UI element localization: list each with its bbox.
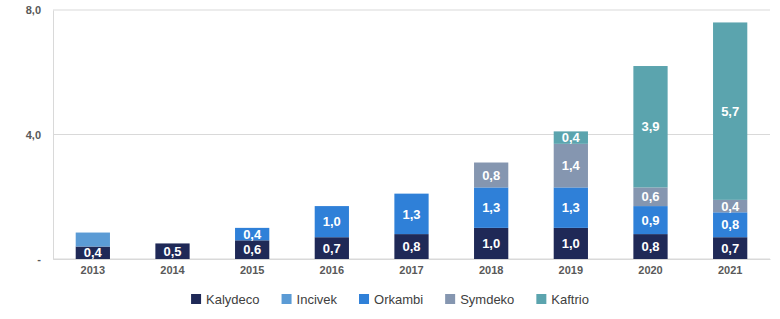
data-label: 5,7 xyxy=(721,104,739,119)
data-label: 1,3 xyxy=(562,200,580,215)
legend-label: Kaftrio xyxy=(551,292,589,307)
bar-segment xyxy=(554,144,588,188)
legend-item: Symdeko xyxy=(445,292,514,307)
legend-label: Orkambi xyxy=(374,292,423,307)
bar-segment xyxy=(713,237,747,259)
x-tick-label: 2014 xyxy=(160,264,185,276)
x-tick-label: 2019 xyxy=(559,264,583,276)
data-label: 0,8 xyxy=(641,239,659,254)
data-label: 0,4 xyxy=(243,227,262,242)
bar-segment xyxy=(315,206,349,237)
x-tick-label: 2020 xyxy=(638,264,662,276)
x-tick: 2017 xyxy=(399,259,423,276)
bar-segment xyxy=(474,187,508,227)
data-label: 0,7 xyxy=(721,241,739,256)
bar-segment xyxy=(713,22,747,199)
legend-label: Kalydeco xyxy=(206,292,259,307)
x-axis: 2013 2014 2015 2016 2017 2018 2019 2020 2021 xyxy=(54,259,771,276)
legend-item: Orkambi xyxy=(359,292,423,307)
legend-swatch xyxy=(445,294,455,304)
data-label: 0,8 xyxy=(402,239,420,254)
bar-segment xyxy=(155,243,189,259)
data-label: 1,3 xyxy=(402,207,420,222)
legend-swatch xyxy=(359,294,369,304)
y-axis: - 4,0 8,0 xyxy=(26,4,54,265)
legend-label: Incivek xyxy=(297,292,338,307)
bar-segment xyxy=(394,234,428,259)
y-tick: - xyxy=(37,253,53,265)
y-tick-label: 8,0 xyxy=(26,4,41,16)
bar-segment xyxy=(633,187,667,206)
data-label: 0,4 xyxy=(721,199,740,214)
data-label: 0,9 xyxy=(641,213,659,228)
x-tick: 2020 xyxy=(638,259,662,276)
x-tick-label: 2018 xyxy=(479,264,503,276)
bar-segment xyxy=(554,228,588,259)
y-tick-label: 4,0 xyxy=(26,129,41,141)
bars xyxy=(76,22,748,259)
data-labels: 0,4 0,5 0,6 0,7 0,8 1,0 1,0 0,8 0,7 0,4 1,0 1,3 1,3 1… xyxy=(84,104,740,261)
legend-swatch xyxy=(191,294,201,304)
x-tick: 2018 xyxy=(479,259,503,276)
legend-swatch xyxy=(536,294,546,304)
bar-segment xyxy=(76,233,110,247)
bar-segment xyxy=(315,237,349,259)
grid-line xyxy=(53,10,770,11)
x-tick: 2014 xyxy=(160,259,185,276)
bar-segment xyxy=(633,66,667,187)
x-tick-label: 2017 xyxy=(399,264,423,276)
x-tick-label: 2021 xyxy=(718,264,742,276)
data-label: 0,8 xyxy=(721,217,739,232)
data-label: 0,7 xyxy=(323,241,341,256)
x-tick: 2021 xyxy=(718,259,742,276)
bar-segment xyxy=(713,212,747,237)
legend-item: Incivek xyxy=(282,292,338,307)
bar-segment xyxy=(474,163,508,188)
bar-segment xyxy=(474,228,508,259)
x-tick-label: 2013 xyxy=(81,264,105,276)
data-label: 0,5 xyxy=(163,244,181,259)
y-tick: 8,0 xyxy=(26,4,53,16)
data-label: 1,0 xyxy=(482,236,500,251)
x-tick-label: 2015 xyxy=(240,264,264,276)
x-tick: 2013 xyxy=(81,259,105,276)
data-label: 0,6 xyxy=(641,189,659,204)
bar-segment xyxy=(633,234,667,259)
y-tick-label: - xyxy=(37,253,41,265)
data-label: 0,8 xyxy=(482,168,500,183)
data-label: 1,0 xyxy=(562,236,580,251)
data-label: 0,4 xyxy=(562,130,581,145)
data-label: 1,4 xyxy=(562,158,581,173)
data-label: 3,9 xyxy=(641,119,659,134)
y-axis-line xyxy=(53,11,54,260)
x-tick: 2016 xyxy=(320,259,344,276)
data-label: 1,0 xyxy=(323,214,341,229)
legend: Kalydeco Incivek Orkambi Symdeko Kaftrio xyxy=(191,292,589,307)
bar-segment xyxy=(633,206,667,234)
bar-segment xyxy=(235,240,269,259)
x-tick-label: 2016 xyxy=(320,264,344,276)
legend-swatch xyxy=(282,294,292,304)
legend-item: Kaftrio xyxy=(536,292,589,307)
y-tick: 4,0 xyxy=(26,129,53,141)
x-tick: 2015 xyxy=(240,259,264,276)
data-label: 1,3 xyxy=(482,200,500,215)
data-label: 0,6 xyxy=(243,242,261,257)
x-tick: 2019 xyxy=(559,259,583,276)
grid xyxy=(53,10,770,259)
x-axis-line xyxy=(54,259,771,260)
legend-label: Symdeko xyxy=(460,292,514,307)
data-label: 0,4 xyxy=(84,245,103,260)
bar-segment xyxy=(394,194,428,234)
legend-item: Kalydeco xyxy=(191,292,259,307)
chart: -4,08,0201320142015201620172018201920202… xyxy=(0,0,780,319)
bar-segment xyxy=(554,187,588,227)
